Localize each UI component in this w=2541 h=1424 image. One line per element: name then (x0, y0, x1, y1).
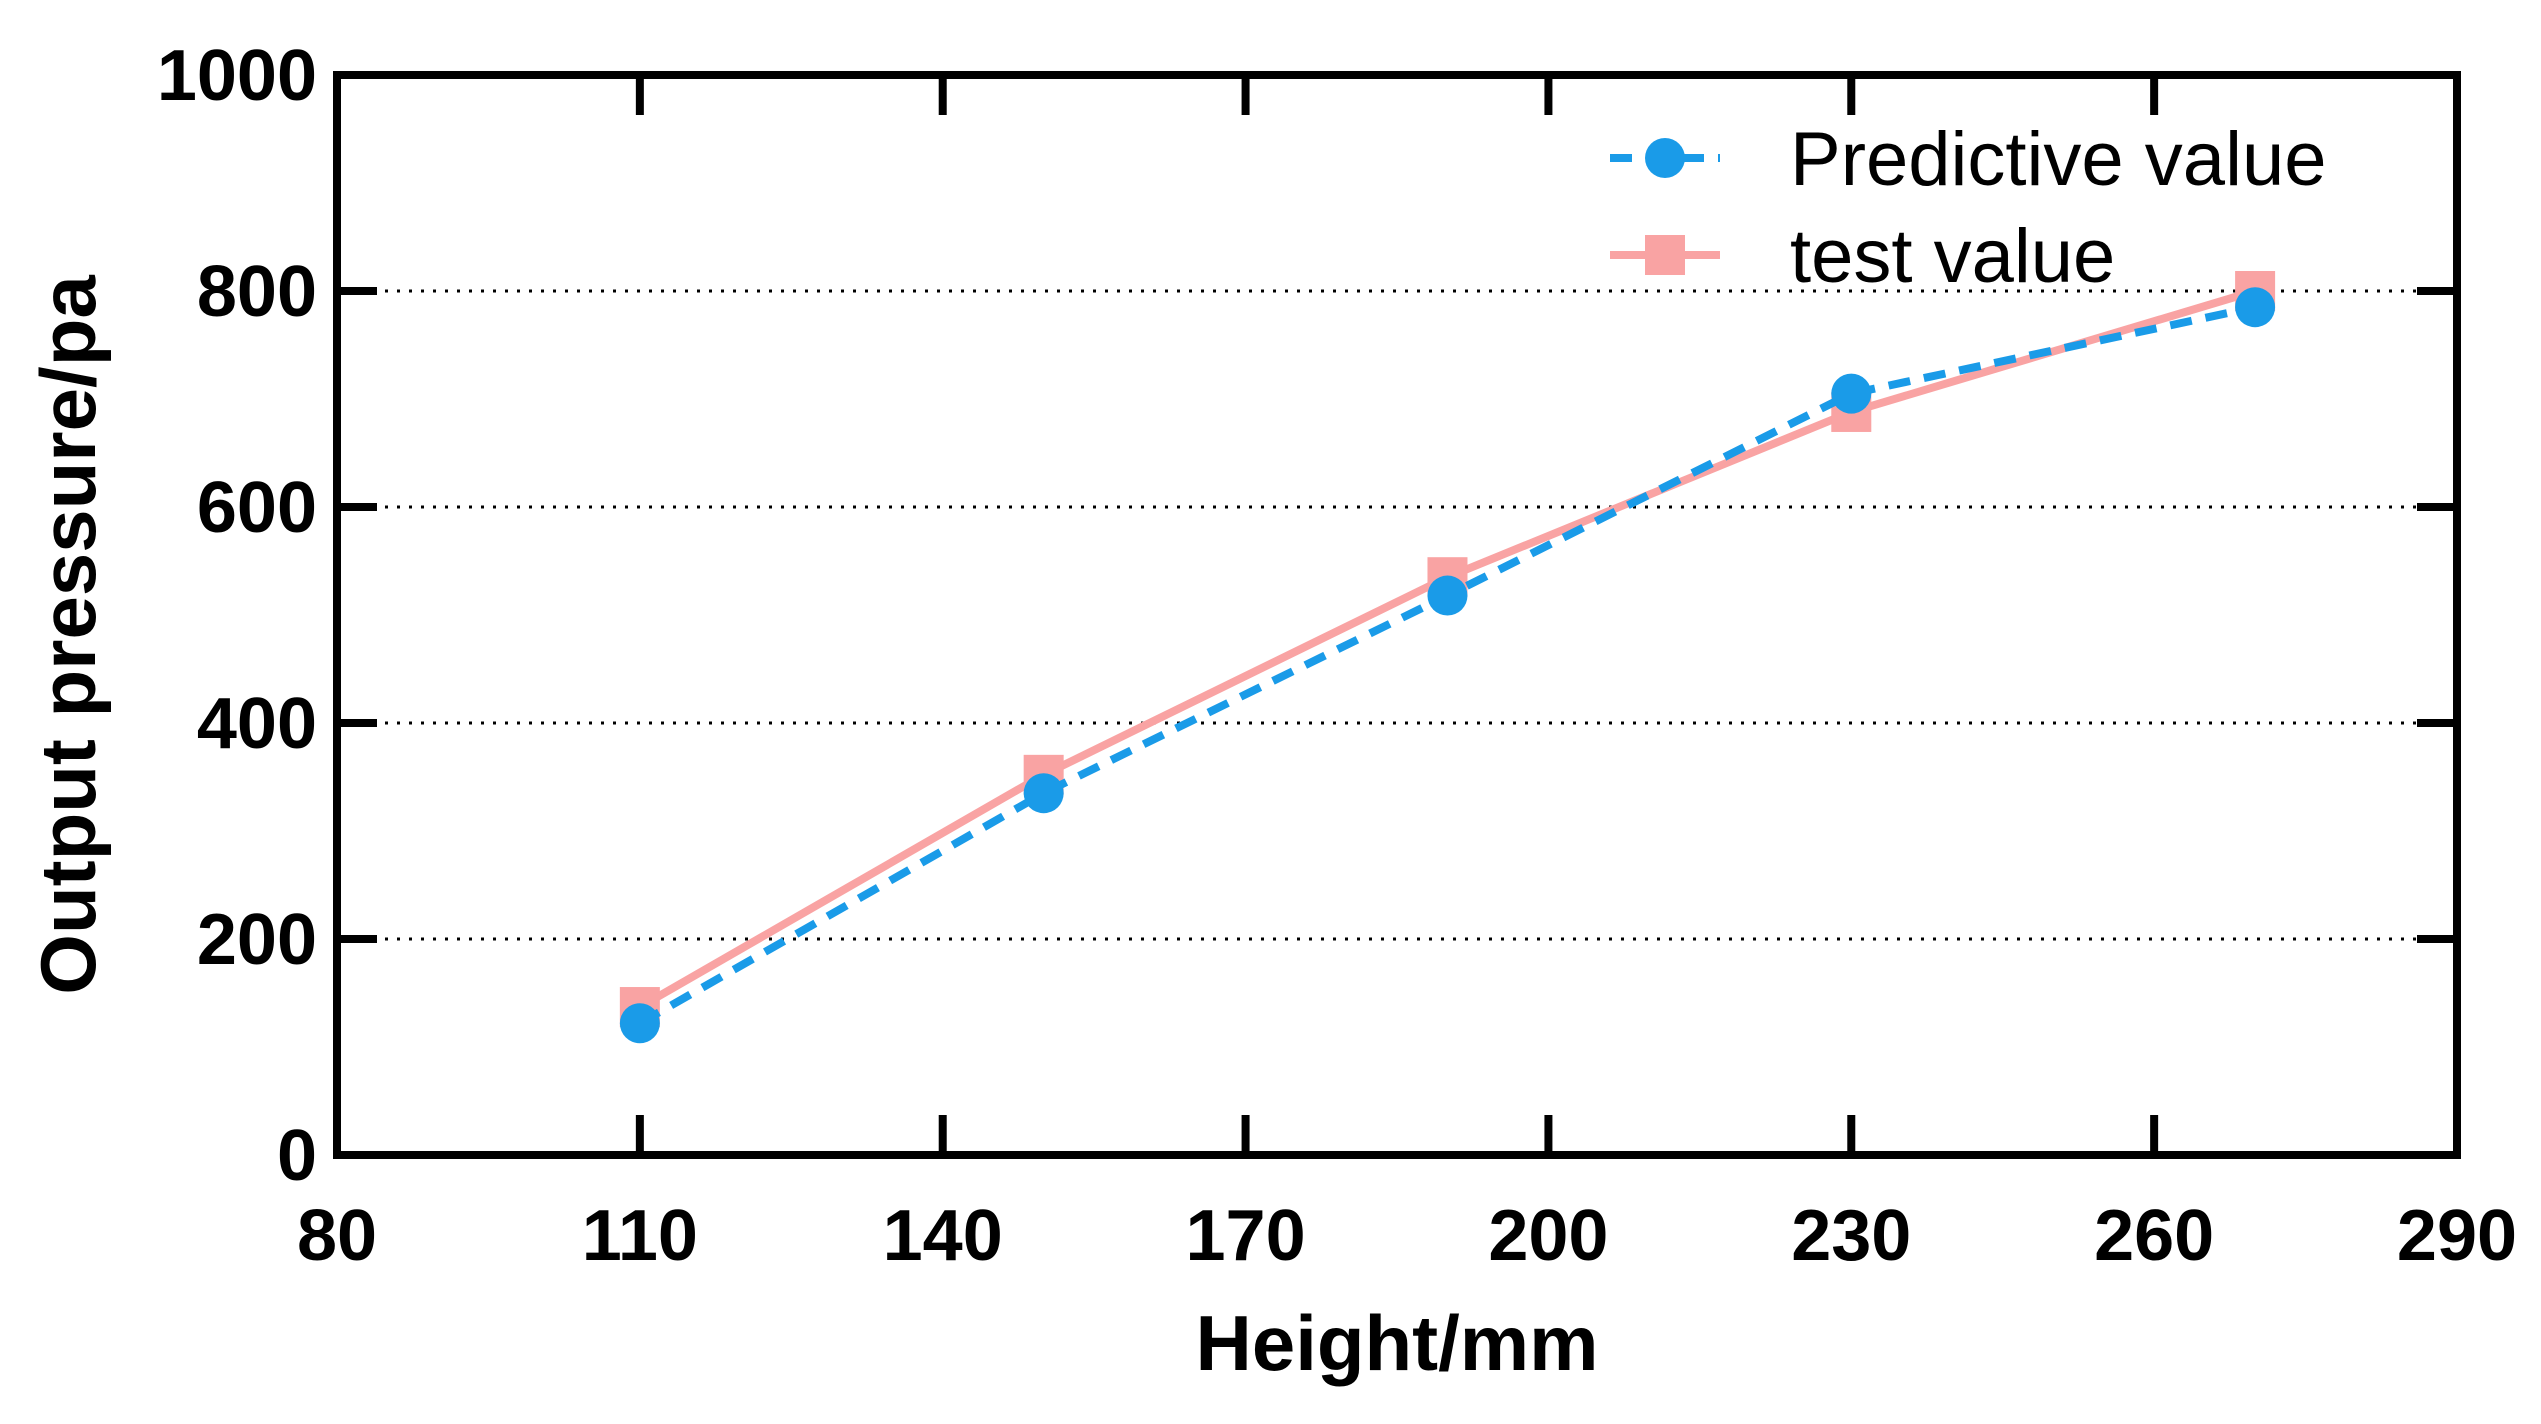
x-tick-label-260: 260 (2094, 1196, 2214, 1276)
y-tick-label-600: 600 (197, 468, 317, 548)
legend-label-test: test value (1790, 214, 2115, 299)
series-line-test (637, 287, 2257, 1011)
point-predictive-230 (1831, 373, 1872, 414)
x-tick-label-140: 140 (883, 1196, 1003, 1276)
point-predictive-150 (1023, 773, 1064, 814)
x-tick-label-230: 230 (1791, 1196, 1911, 1276)
point-predictive-190 (1427, 575, 1468, 616)
x-tick-label-200: 200 (1488, 1196, 1608, 1276)
x-tick-label-80: 80 (297, 1196, 377, 1276)
point-predictive-110 (619, 1003, 660, 1044)
tick-labels: 80 110 140 170 200 230 260 290 0 200 400 600 800 1000 (157, 36, 2517, 1276)
series-lines (619, 271, 2276, 1044)
legend-swatch-test-marker (1645, 235, 1685, 275)
grid-lines (337, 289, 2457, 941)
x-tick-label-170: 170 (1186, 1196, 1306, 1276)
y-tick-label-800: 800 (197, 252, 317, 332)
legend-swatch-predictive-marker (1645, 138, 1685, 178)
legend-label-predictive: Predictive value (1790, 117, 2327, 202)
series-line-predictive (637, 303, 2256, 1027)
plot-frame (333, 71, 2461, 1159)
x-tick-label-110: 110 (582, 1196, 698, 1276)
y-tick-label-1000: 1000 (157, 36, 317, 116)
axes (333, 71, 2461, 1159)
y-tick-label-400: 400 (197, 684, 317, 764)
legend-item-test: test value (1610, 214, 2115, 299)
point-predictive-270 (2235, 287, 2276, 328)
legend: Predictive value test value (1610, 117, 2327, 299)
y-tick-label-200: 200 (197, 900, 317, 980)
legend-item-predictive: Predictive value (1610, 117, 2327, 202)
x-axis-title: Height/mm (1195, 1299, 1598, 1387)
y-tick-label-0: 0 (277, 1116, 317, 1196)
y-axis-title: Output pressure/pa (24, 275, 112, 995)
x-tick-label-290: 290 (2397, 1196, 2517, 1276)
